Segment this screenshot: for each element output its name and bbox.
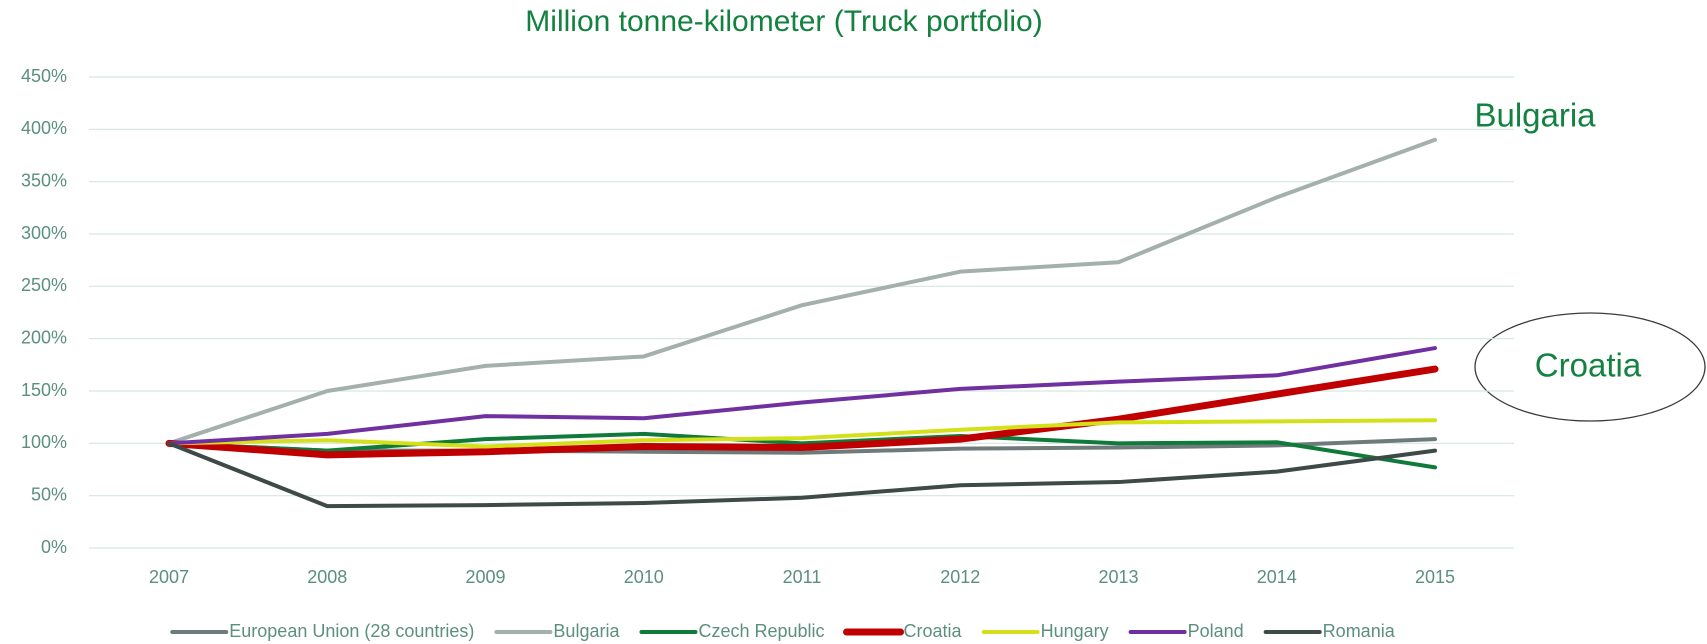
y-tick-label: 450% xyxy=(21,66,67,86)
y-tick-label: 50% xyxy=(31,484,67,504)
legend: European Union (28 countries) Bulgaria Cze… xyxy=(170,621,1396,641)
y-tick-label: 200% xyxy=(21,327,67,347)
annotation: Croatia xyxy=(1535,347,1642,384)
series-line xyxy=(167,137,1437,446)
y-tick-label: 150% xyxy=(21,380,67,400)
y-tick-label: 300% xyxy=(21,223,67,243)
legend-label: Romania xyxy=(1323,621,1396,641)
legend-label: Bulgaria xyxy=(553,621,620,641)
legend-label: European Union (28 countries) xyxy=(229,621,474,641)
x-tick-label: 2011 xyxy=(783,567,822,587)
legend-label: Czech Republic xyxy=(698,621,824,641)
legend-label: Poland xyxy=(1188,621,1244,641)
series-line xyxy=(167,346,1437,446)
x-tick-label: 2010 xyxy=(624,567,664,587)
y-tick-label: 0% xyxy=(41,537,67,557)
x-tick-label: 2012 xyxy=(940,567,980,587)
y-tick-label: 100% xyxy=(21,432,67,452)
series-line xyxy=(167,418,1437,449)
y-tick-label: 350% xyxy=(21,170,67,190)
x-tick-label: 2007 xyxy=(149,567,189,587)
series-line xyxy=(167,431,1437,470)
x-tick-label: 2015 xyxy=(1415,567,1455,587)
annotation-ellipse xyxy=(1474,312,1706,422)
annotation: Bulgaria xyxy=(1474,97,1596,134)
series-line xyxy=(167,441,1437,509)
x-tick-label: 2008 xyxy=(307,567,347,587)
chart-title: Million tonne-kilometer (Truck portfolio… xyxy=(525,5,1042,38)
x-tick-label: 2014 xyxy=(1257,567,1297,587)
legend-label: Croatia xyxy=(904,621,963,641)
legend-label: Hungary xyxy=(1041,621,1109,641)
y-tick-label: 250% xyxy=(21,275,67,295)
x-tick-label: 2009 xyxy=(465,567,505,587)
y-tick-label: 400% xyxy=(21,118,67,138)
x-tick-label: 2013 xyxy=(1098,567,1138,587)
series-line xyxy=(165,365,1439,459)
